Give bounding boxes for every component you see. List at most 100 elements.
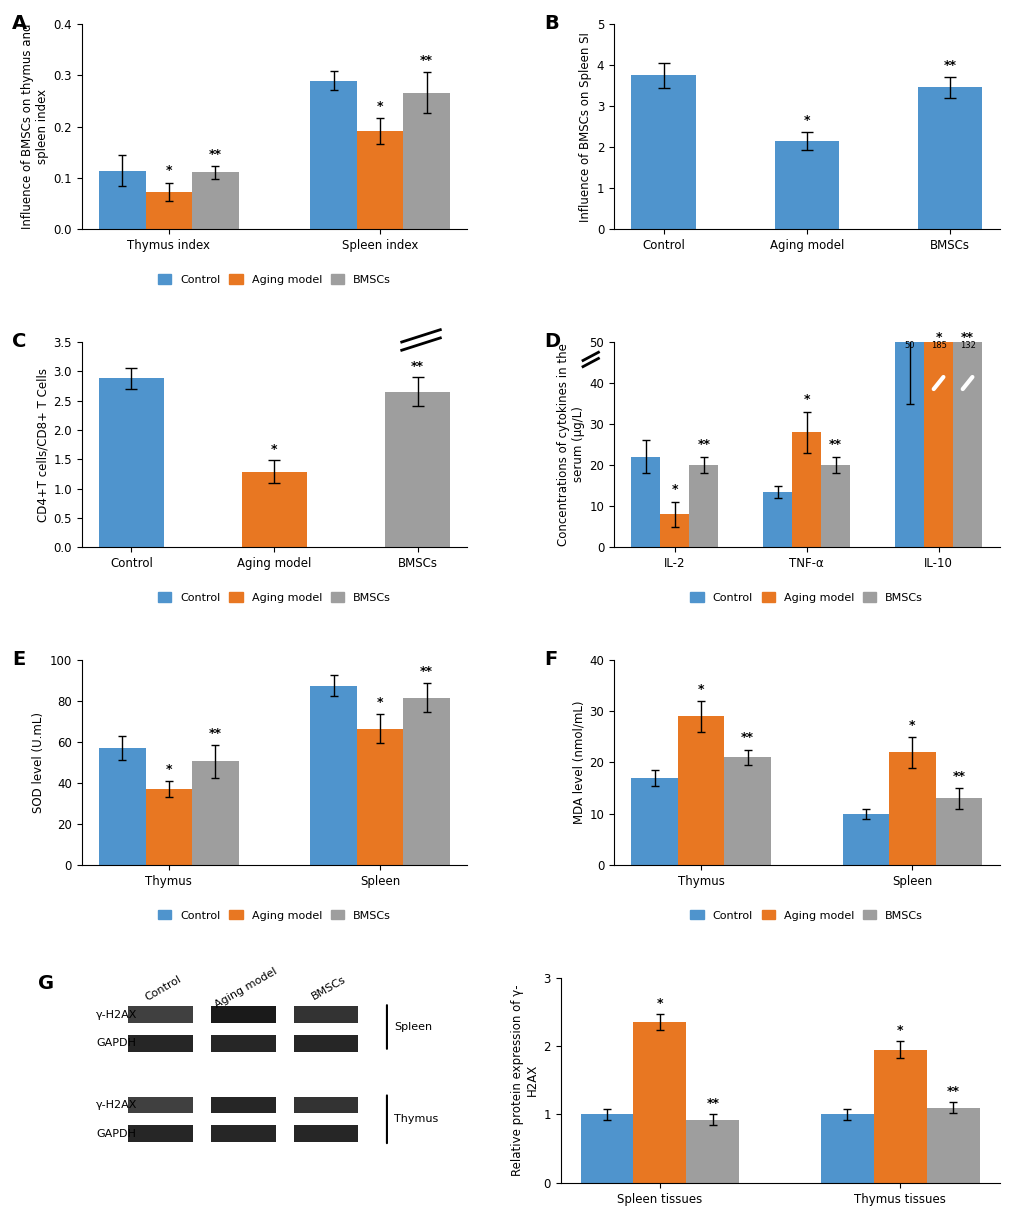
Text: *: *: [896, 1025, 903, 1037]
Y-axis label: MDA level (nmol/mL): MDA level (nmol/mL): [572, 701, 585, 824]
Text: B: B: [544, 14, 558, 33]
Text: GAPDH: GAPDH: [96, 1038, 136, 1049]
Bar: [357, 130, 403, 229]
Bar: [293, 1007, 358, 1022]
Bar: [689, 465, 717, 547]
Y-axis label: CD4+T cells/CD8+ T Cells: CD4+T cells/CD8+ T Cells: [36, 368, 49, 521]
Bar: [934, 798, 981, 865]
Bar: [792, 432, 820, 547]
Text: *: *: [697, 683, 704, 695]
Bar: [923, 0, 952, 547]
Bar: [192, 762, 238, 865]
Legend: Control, Aging model, BMSCs: Control, Aging model, BMSCs: [154, 270, 395, 290]
Text: **: **: [209, 147, 221, 161]
Bar: [293, 1097, 358, 1113]
Bar: [146, 789, 192, 865]
Bar: [211, 1125, 275, 1142]
Text: *: *: [376, 100, 383, 112]
Text: Control: Control: [143, 974, 182, 1003]
Bar: [895, 342, 923, 547]
Text: **: **: [960, 331, 973, 344]
Bar: [631, 777, 678, 865]
Bar: [889, 752, 934, 865]
Text: *: *: [656, 997, 662, 1010]
Bar: [762, 491, 792, 547]
Bar: [99, 378, 163, 547]
Text: **: **: [420, 54, 433, 68]
Bar: [686, 1120, 739, 1183]
Bar: [659, 514, 689, 547]
Bar: [99, 170, 146, 229]
Text: A: A: [12, 14, 28, 33]
Legend: Control, Aging model, BMSCs: Control, Aging model, BMSCs: [685, 588, 926, 607]
Legend: Control, Aging model, BMSCs: Control, Aging model, BMSCs: [154, 588, 395, 607]
Text: BMSCs: BMSCs: [309, 974, 346, 1002]
Text: *: *: [271, 443, 277, 456]
Text: *: *: [165, 763, 172, 776]
Bar: [580, 1114, 633, 1183]
Bar: [926, 1108, 978, 1183]
Text: **: **: [420, 665, 433, 678]
Text: 132: 132: [959, 342, 974, 350]
Bar: [211, 1097, 275, 1113]
Text: **: **: [209, 727, 221, 740]
Text: **: **: [952, 770, 964, 783]
Bar: [99, 748, 146, 865]
Text: *: *: [376, 696, 383, 710]
Text: E: E: [12, 649, 25, 669]
Text: **: **: [411, 360, 424, 373]
Bar: [146, 192, 192, 229]
Bar: [820, 465, 850, 547]
Bar: [678, 716, 723, 865]
Bar: [631, 75, 695, 229]
Text: γ-H2AX: γ-H2AX: [96, 1010, 138, 1020]
Bar: [631, 457, 659, 547]
Y-axis label: Relative protein expression of γ-
H2AX: Relative protein expression of γ- H2AX: [511, 985, 539, 1176]
Text: **: **: [741, 731, 753, 745]
Bar: [917, 87, 981, 229]
Text: *: *: [803, 392, 809, 406]
Text: 185: 185: [929, 342, 946, 350]
Text: **: **: [705, 1097, 718, 1110]
Y-axis label: Influence of BMSCs on Spleen SI: Influence of BMSCs on Spleen SI: [579, 31, 592, 222]
Text: F: F: [544, 649, 557, 669]
Text: *: *: [908, 718, 915, 731]
Legend: Control, Aging model, BMSCs: Control, Aging model, BMSCs: [154, 905, 395, 925]
Bar: [128, 1007, 193, 1022]
Text: C: C: [12, 332, 26, 351]
Y-axis label: SOD level (U.mL): SOD level (U.mL): [33, 712, 46, 814]
Text: *: *: [803, 115, 809, 127]
Bar: [310, 81, 357, 229]
Text: D: D: [544, 332, 560, 351]
Text: Spleen: Spleen: [393, 1022, 432, 1032]
Y-axis label: Influence of BMSCs on thymus and
spleen index: Influence of BMSCs on thymus and spleen …: [21, 24, 49, 229]
Bar: [773, 141, 838, 229]
Bar: [723, 757, 770, 865]
Text: Thymus: Thymus: [393, 1114, 438, 1124]
Text: *: *: [671, 483, 678, 496]
Legend: Control, Aging model, BMSCs: Control, Aging model, BMSCs: [658, 1203, 900, 1207]
Bar: [633, 1022, 686, 1183]
Bar: [128, 1036, 193, 1051]
Text: *: *: [165, 164, 172, 177]
Text: GAPDH: GAPDH: [96, 1129, 136, 1138]
Text: γ-H2AX: γ-H2AX: [96, 1100, 138, 1110]
Text: *: *: [934, 331, 941, 344]
Text: **: **: [946, 1085, 959, 1098]
Bar: [403, 698, 449, 865]
Legend: Control, Aging model, BMSCs: Control, Aging model, BMSCs: [685, 905, 926, 925]
Text: 50: 50: [904, 342, 914, 350]
Bar: [403, 93, 449, 229]
Bar: [128, 1125, 193, 1142]
Text: **: **: [828, 438, 842, 450]
Bar: [293, 1125, 358, 1142]
Bar: [842, 814, 889, 865]
Text: Aging model: Aging model: [213, 967, 278, 1010]
Bar: [385, 392, 449, 547]
Text: **: **: [697, 438, 709, 450]
Bar: [211, 1036, 275, 1051]
Bar: [820, 1114, 873, 1183]
Bar: [357, 729, 403, 865]
Bar: [192, 173, 238, 229]
Bar: [293, 1036, 358, 1051]
